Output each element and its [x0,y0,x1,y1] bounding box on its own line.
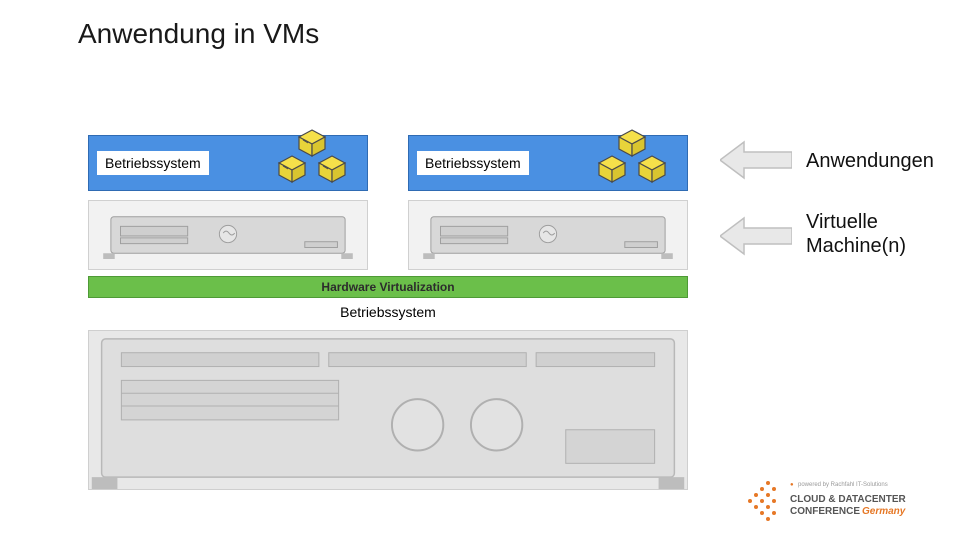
footer-conference-logo: ● powered by Rachfahl IT-Solutions CLOUD… [730,476,930,526]
footer-line2: CONFERENCE [790,506,860,517]
app-cube-icon [317,154,347,184]
os-box-left: Betriebssystem [88,135,368,191]
vm-server-left [88,200,368,270]
page-title: Anwendung in VMs [78,18,319,50]
footer-line1: CLOUD & DATACENTER [790,494,907,505]
app-cubes-right [593,134,671,194]
vm-server-right [408,200,688,270]
arrow-apps-icon [720,140,792,180]
side-label-vms: Virtuelle Machine(n) [806,210,906,258]
os-row: Betriebssystem Betriebssystem [88,135,688,195]
app-cube-icon [637,154,667,184]
side-label-vms-line1: Virtuelle [806,211,878,233]
os-box-right: Betriebssystem [408,135,688,191]
os-label-left: Betriebssystem [97,151,209,175]
side-label-vms-line2: Machine(n) [806,235,906,257]
os-bottom-bar: Betriebssystem [88,300,688,330]
host-server [88,330,688,490]
footer-powered-text-label: powered by Rachfahl IT-Solutions [798,482,888,488]
os-label-right: Betriebssystem [417,151,529,175]
hardware-virtualization-bar: Hardware Virtualization [88,276,688,298]
arrow-vms-icon [720,216,792,256]
footer-powered-text: ● [790,482,794,488]
app-cubes-left [273,134,351,194]
app-cube-icon [597,154,627,184]
app-cube-icon [277,154,307,184]
os-bottom-label: Betriebssystem [340,304,436,320]
vm-row [88,200,688,274]
side-label-apps: Anwendungen [806,150,934,173]
footer-country: Germany [862,506,906,517]
